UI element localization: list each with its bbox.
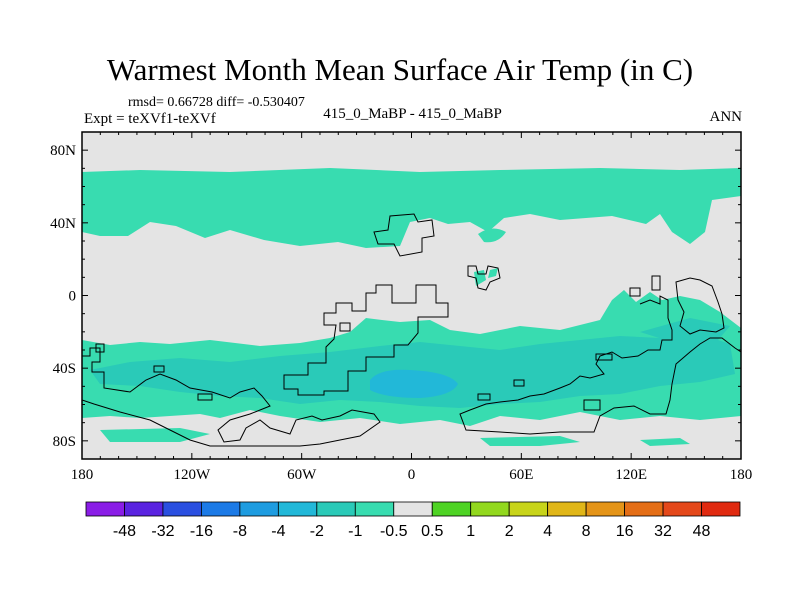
center-label: 415_0_MaBP - 415_0_MaBP	[323, 106, 502, 122]
colorbar-label: 48	[693, 523, 711, 540]
colorbar-label: -48	[113, 523, 136, 540]
colorbar-swatch	[162, 501, 202, 517]
coastline-outline	[197, 393, 213, 401]
coastline-outline	[153, 365, 165, 373]
colorbar-swatch	[624, 501, 664, 517]
colorbar-swatch	[277, 501, 318, 517]
colorbar-swatch	[239, 501, 279, 517]
colorbar-swatch	[124, 501, 164, 517]
x-tick-label: 120E	[615, 467, 647, 483]
coastline-outline	[595, 353, 613, 361]
x-tick-label: 0	[408, 467, 416, 483]
contour-region-north-band	[82, 168, 741, 248]
colorbar-label: 1	[466, 523, 475, 540]
colorbar-label: 16	[616, 523, 634, 540]
colorbar-swatch	[701, 501, 741, 517]
colorbar-label: -16	[190, 523, 213, 540]
colorbar-label: 4	[543, 523, 552, 540]
coastline-outline	[651, 275, 661, 291]
experiment-label: Expt = teXVf1-teXVf	[84, 111, 216, 127]
coastline-group	[82, 213, 741, 447]
x-tick-label: 60W	[287, 467, 317, 483]
colorbar-swatch	[585, 501, 625, 517]
x-tick-label: 60E	[509, 467, 533, 483]
colorbar-label: -4	[271, 523, 285, 540]
colorbar-swatch	[85, 501, 125, 517]
colorbar-label: 2	[505, 523, 514, 540]
contour-region-north-patch	[488, 268, 498, 278]
colorbar-label: -32	[151, 523, 174, 540]
colorbar-swatch	[508, 501, 549, 517]
contour-region-north-patch	[478, 228, 506, 243]
y-tick-label: 40N	[50, 216, 76, 232]
coastline-outline	[675, 277, 725, 335]
colorbar-swatch	[354, 501, 395, 517]
y-tick-label: 0	[69, 289, 77, 305]
chart-title: Warmest Month Mean Surface Air Temp (in …	[106, 52, 694, 87]
colorbar-swatch	[201, 501, 241, 517]
coastline-outline	[95, 343, 105, 353]
contour-region-south-patch	[640, 438, 690, 446]
y-tick-label: 40S	[53, 361, 76, 377]
colorbar-label: 8	[582, 523, 591, 540]
colorbar-swatch	[431, 501, 472, 517]
coastline-outline	[467, 265, 501, 291]
x-tick-label: 180	[71, 467, 94, 483]
colorbar-swatch	[316, 501, 356, 517]
colorbar-swatch	[547, 501, 587, 517]
colorbar-swatch	[470, 501, 510, 517]
colorbar-label: -0.5	[380, 523, 408, 540]
coastline-outline	[477, 393, 491, 401]
colorbar-label: -2	[310, 523, 324, 540]
coastline-outline	[82, 347, 381, 447]
y-tick-label: 80N	[50, 143, 76, 159]
x-tick-label: 120W	[173, 467, 211, 483]
season-label: ANN	[709, 109, 743, 125]
colorbar: -48 -32 -16 -8 -4 -2 -1 -0.5 0.5 1 2 4 8 16 32 48	[85, 501, 741, 540]
colorbar-label: 0.5	[421, 523, 443, 540]
contour-region-south-patch	[480, 436, 580, 446]
stats-line: rmsd= 0.66728 diff= -0.530407	[128, 95, 305, 110]
coastline-outline	[629, 287, 641, 297]
y-tick-label: 80S	[53, 434, 76, 450]
colorbar-label: 32	[654, 523, 672, 540]
colorbar-label: -1	[348, 523, 362, 540]
coastline-outline	[459, 295, 741, 435]
contour-region-south-patch	[100, 428, 210, 442]
coastline-outline	[373, 213, 435, 257]
coastline-outline	[513, 379, 525, 387]
coastline-outline	[339, 322, 351, 332]
x-tick-label: 180	[730, 467, 753, 483]
colorbar-swatch	[662, 501, 702, 517]
coastline-outline	[283, 284, 449, 396]
coastline-outline	[583, 399, 601, 411]
contour-region-deep-core	[370, 369, 458, 398]
colorbar-label: -8	[233, 523, 247, 540]
colorbar-swatch	[393, 501, 433, 517]
